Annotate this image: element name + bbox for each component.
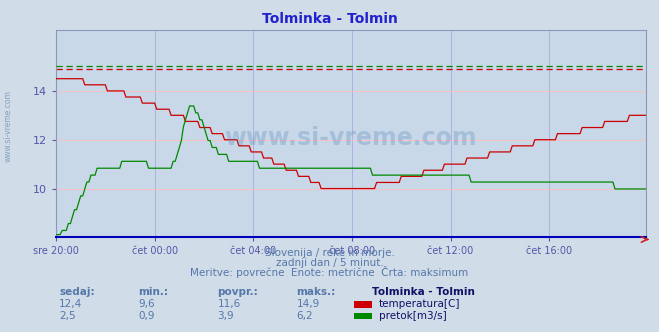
Text: 11,6: 11,6 [217, 299, 241, 309]
Text: sedaj:: sedaj: [59, 288, 95, 297]
Text: 14,9: 14,9 [297, 299, 320, 309]
Text: 9,6: 9,6 [138, 299, 155, 309]
Text: povpr.:: povpr.: [217, 288, 258, 297]
Text: www.si-vreme.com: www.si-vreme.com [3, 90, 13, 162]
Text: 0,9: 0,9 [138, 311, 155, 321]
Text: Tolminka - Tolmin: Tolminka - Tolmin [372, 288, 475, 297]
Text: 12,4: 12,4 [59, 299, 82, 309]
Text: maks.:: maks.: [297, 288, 336, 297]
Text: 6,2: 6,2 [297, 311, 313, 321]
Text: www.si-vreme.com: www.si-vreme.com [225, 126, 477, 150]
Text: 2,5: 2,5 [59, 311, 76, 321]
Text: zadnji dan / 5 minut.: zadnji dan / 5 minut. [275, 258, 384, 268]
Text: 3,9: 3,9 [217, 311, 234, 321]
Text: Meritve: povrečne  Enote: metrične  Črta: maksimum: Meritve: povrečne Enote: metrične Črta: … [190, 266, 469, 278]
Text: pretok[m3/s]: pretok[m3/s] [379, 311, 447, 321]
Text: temperatura[C]: temperatura[C] [379, 299, 461, 309]
Text: Tolminka - Tolmin: Tolminka - Tolmin [262, 12, 397, 26]
Text: min.:: min.: [138, 288, 169, 297]
Text: Slovenija / reke in morje.: Slovenija / reke in morje. [264, 248, 395, 258]
